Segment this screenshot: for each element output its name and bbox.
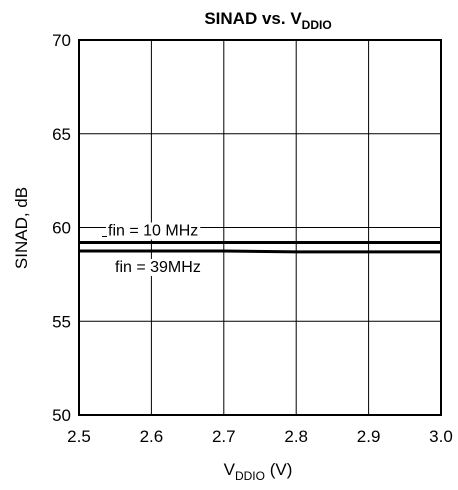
y-tick-label: 70 <box>52 31 71 50</box>
series-lines <box>79 243 441 252</box>
x-tick-label: 2.6 <box>140 427 164 446</box>
x-axis-title: VDDIO (V) <box>224 460 293 483</box>
x-tick-label: 2.7 <box>212 427 236 446</box>
y-tick-label: 50 <box>52 406 71 425</box>
y-tick-label: 55 <box>52 312 71 331</box>
annotation-fin-39mhz: fin = 39MHz <box>115 259 201 276</box>
x-tick-label: 3.0 <box>429 427 453 446</box>
y-tick-label: 65 <box>52 125 71 144</box>
series-line-2 <box>79 251 441 252</box>
annotation-fin-10mhz: fin = 10 MHz <box>108 223 198 240</box>
y-tick-label: 60 <box>52 219 71 238</box>
x-tick-label: 2.5 <box>67 427 91 446</box>
x-tick-label: 2.9 <box>357 427 381 446</box>
chart-title: SINAD vs. VDDIO <box>204 9 331 32</box>
x-tick-label: 2.8 <box>284 427 308 446</box>
y-axis-title: SINAD, dB <box>12 187 31 269</box>
